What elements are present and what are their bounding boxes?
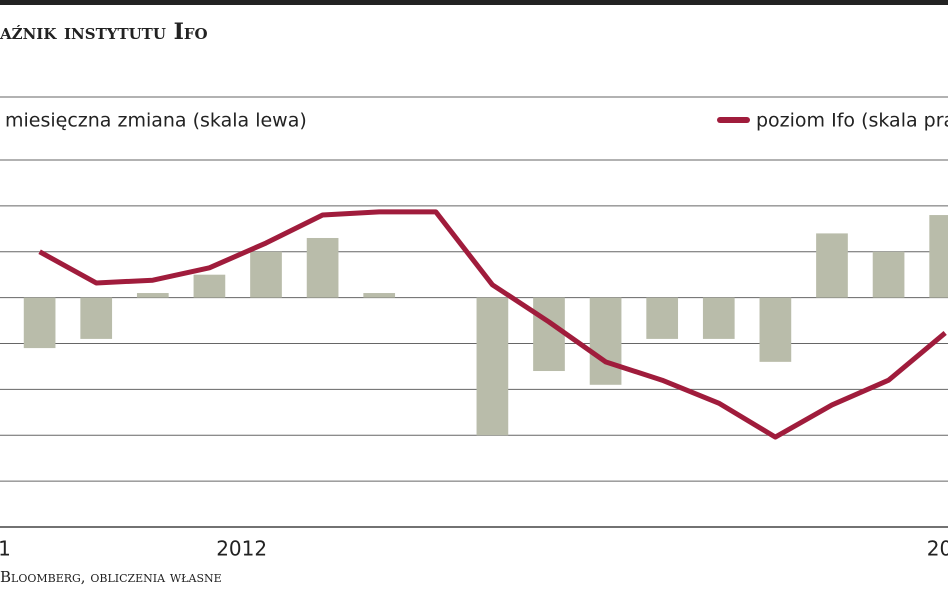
bar (759, 297, 792, 362)
chart-title: aźnik instytutu Ifo (0, 19, 208, 45)
bar (816, 233, 848, 298)
source: Bloomberg, obliczenia własne (0, 568, 222, 586)
bar (250, 251, 282, 298)
x-tick-label: 2012 (216, 537, 267, 561)
legend: miesięczna zmiana (skala lewa) poziom Ifo… (5, 110, 948, 132)
legend-label: poziom Ifo (skala pra (756, 110, 948, 132)
bar (80, 297, 113, 339)
bar (306, 237, 339, 298)
bar (363, 293, 396, 298)
bar (872, 251, 905, 298)
bar (646, 297, 679, 339)
x-tick-label: 1 (0, 537, 11, 561)
bar (702, 297, 735, 339)
bar (23, 297, 56, 349)
top-rule (0, 0, 948, 5)
x-tick-label: 20 (927, 537, 948, 561)
line (38, 209, 947, 440)
legend-label: miesięczna zmiana (skala lewa) (5, 110, 307, 132)
grid (0, 159, 948, 482)
bar (136, 293, 169, 298)
bar (533, 297, 565, 372)
plot (23, 209, 948, 440)
bar (193, 274, 226, 298)
bar (476, 297, 509, 436)
bar (589, 297, 622, 385)
bar (929, 215, 948, 298)
